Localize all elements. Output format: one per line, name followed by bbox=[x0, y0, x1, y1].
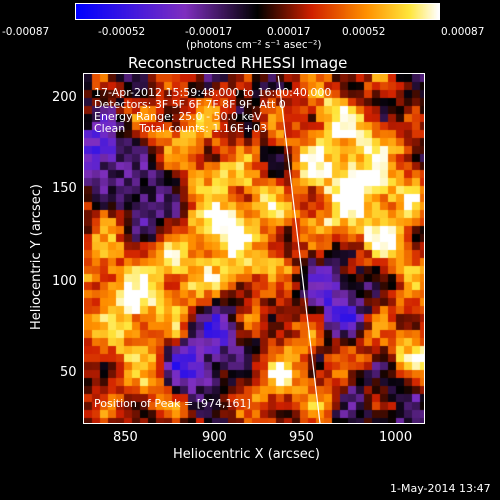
plot-title: Reconstructed RHESSI Image bbox=[128, 54, 348, 72]
reconstructed-image bbox=[84, 74, 424, 423]
y-tick-label: 100 bbox=[52, 274, 77, 289]
solar-limb-line bbox=[277, 75, 321, 423]
x-tick-label: 950 bbox=[289, 430, 314, 445]
x-tick-label: 1000 bbox=[379, 430, 413, 445]
y-tick-label: 50 bbox=[60, 365, 77, 380]
x-tick-label: 850 bbox=[113, 430, 138, 445]
colorbar-gradient bbox=[76, 4, 439, 19]
colorbar bbox=[75, 3, 440, 20]
colorbar-tick-label: 0.00052 bbox=[342, 26, 386, 38]
info-line-detectors: Detectors: 3F 5F 6F 7F 8F 9F, Att 0 bbox=[94, 98, 286, 111]
colorbar-unit-label: (photons cm⁻² s⁻¹ asec⁻²) bbox=[186, 39, 322, 51]
x-tick-label: 900 bbox=[202, 430, 227, 445]
footer-date: 1-May-2014 13:47 bbox=[390, 482, 491, 495]
colorbar-tick-label: -0.00052 bbox=[98, 26, 146, 38]
y-tick-label: 150 bbox=[52, 181, 77, 196]
info-line-clean: Clean Total counts: 1.16E+03 bbox=[94, 122, 268, 135]
y-tick-label: 200 bbox=[52, 90, 77, 105]
peak-position-text: Position of Peak = [974,161] bbox=[94, 397, 251, 410]
colorbar-tick-label: 0.00017 bbox=[267, 26, 311, 38]
y-axis-label: Heliocentric Y (arcsec) bbox=[29, 184, 44, 330]
solar-limb-curve bbox=[277, 75, 321, 423]
info-line-energy: Energy Range: 25.0 - 50.0 keV bbox=[94, 110, 262, 123]
x-axis-label: Heliocentric X (arcsec) bbox=[173, 447, 320, 462]
rhessi-image-panel: 17-Apr-2012 15:59:48.000 to 16:00:40.000… bbox=[83, 73, 425, 424]
colorbar-tick-label: 0.00087 bbox=[441, 26, 485, 38]
colorbar-tick-label: -0.00087 bbox=[2, 26, 50, 38]
colorbar-tick-label: -0.00017 bbox=[185, 26, 233, 38]
info-line-time: 17-Apr-2012 15:59:48.000 to 16:00:40.000 bbox=[94, 86, 332, 99]
